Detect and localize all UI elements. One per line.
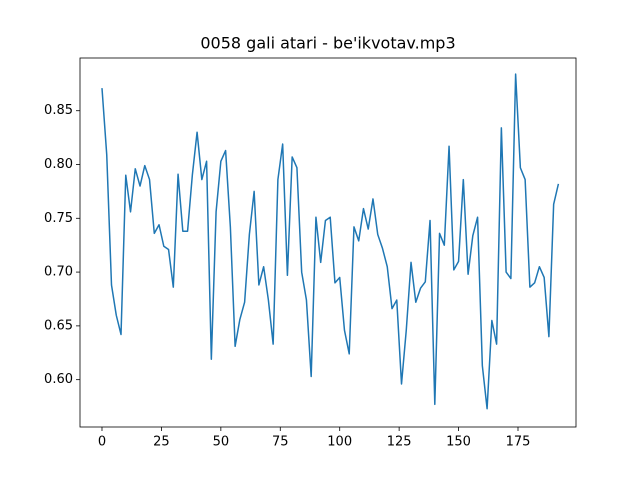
x-tick-label: 175 [506,435,531,450]
data-line [101,73,560,410]
x-tick-label: 50 [213,435,230,450]
y-tick-label: 0.65 [44,318,73,333]
x-tick-label: 75 [272,435,289,450]
y-tick-label: 0.80 [44,157,73,172]
x-tick-label: 0 [98,435,106,450]
x-tick-label: 25 [153,435,170,450]
x-tick-label: 125 [387,435,412,450]
axes-frame [79,57,577,428]
chart-title: 0058 gali atari - be'ikvotav.mp3 [200,34,455,53]
x-tick-label: 150 [446,435,471,450]
x-tick-label: 100 [327,435,352,450]
y-tick-label: 0.75 [44,211,73,226]
y-tick-label: 0.60 [44,372,73,387]
y-tick-label: 0.85 [44,103,73,118]
y-tick-label: 0.70 [44,265,73,280]
